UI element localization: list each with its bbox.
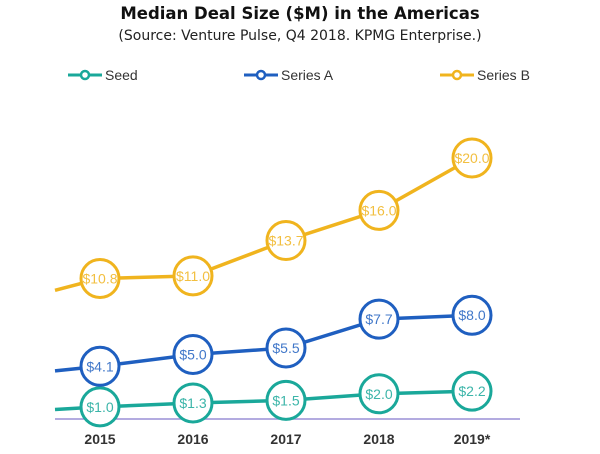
- data-point: [79, 386, 121, 428]
- data-point: [358, 298, 400, 340]
- data-point: [79, 345, 121, 387]
- data-label: $1.0: [86, 399, 113, 415]
- data-point: [265, 327, 307, 369]
- data-point: [265, 220, 307, 262]
- data-point: [79, 258, 121, 300]
- x-tick-label: 2018: [363, 431, 394, 447]
- legend-marker: [79, 69, 91, 81]
- data-point: [358, 189, 400, 231]
- data-point: [172, 334, 214, 375]
- data-label: $7.7: [365, 311, 392, 327]
- legend-label: Series A: [281, 67, 334, 83]
- x-tick-label: 2019*: [454, 431, 491, 447]
- data-label: $16.0: [361, 202, 396, 218]
- data-point: [172, 255, 214, 297]
- legend-label: Series B: [477, 67, 530, 83]
- data-label: $13.7: [268, 233, 303, 249]
- data-label: $1.5: [272, 392, 299, 408]
- data-point: [451, 137, 493, 179]
- chart-subtitle: (Source: Venture Pulse, Q4 2018. KPMG En…: [118, 28, 482, 44]
- data-label: $4.1: [86, 358, 113, 374]
- legend-label: Seed: [105, 67, 138, 83]
- data-label: $10.8: [82, 271, 117, 287]
- data-point: [451, 370, 493, 412]
- data-point: [451, 294, 493, 336]
- data-point: [172, 382, 214, 424]
- chart-title: Median Deal Size ($M) in the Americas: [120, 4, 480, 23]
- data-label: $20.0: [454, 150, 489, 166]
- data-label: $5.5: [272, 340, 299, 356]
- legend-marker: [255, 69, 267, 81]
- data-label: $11.0: [176, 268, 210, 284]
- data-label: $8.0: [458, 307, 485, 323]
- x-tick-label: 2017: [270, 431, 301, 447]
- x-tick-label: 2015: [84, 431, 115, 447]
- data-label: $5.0: [179, 347, 206, 363]
- data-point: [358, 373, 400, 415]
- data-point: [265, 379, 307, 421]
- x-tick-label: 2016: [177, 431, 208, 447]
- legend-marker: [451, 69, 463, 81]
- data-label: $2.2: [458, 383, 485, 399]
- data-label: $2.0: [365, 386, 392, 402]
- data-label: $1.3: [179, 395, 206, 411]
